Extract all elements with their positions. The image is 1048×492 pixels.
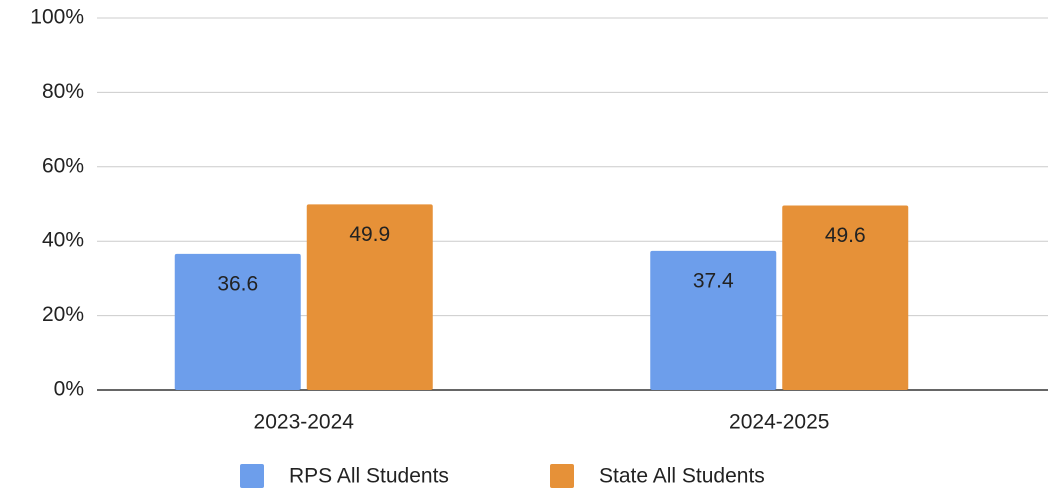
data-label: 49.6 xyxy=(825,224,866,247)
legend-label: RPS All Students xyxy=(289,465,449,488)
x-tick-label: 2023-2024 xyxy=(254,411,355,434)
data-label: 37.4 xyxy=(693,269,734,292)
bar xyxy=(782,205,909,390)
bar xyxy=(650,250,777,390)
legend-label: State All Students xyxy=(599,465,765,488)
x-tick-label: 2024-2025 xyxy=(729,411,829,434)
legend-swatch xyxy=(550,464,574,488)
data-label: 36.6 xyxy=(217,272,258,295)
y-tick-label: 60% xyxy=(42,154,84,177)
bar xyxy=(306,204,433,390)
y-tick-label: 100% xyxy=(30,6,84,29)
y-tick-label: 0% xyxy=(54,378,84,401)
bar xyxy=(174,253,301,390)
y-tick-label: 40% xyxy=(42,229,84,252)
y-tick-label: 80% xyxy=(42,80,84,103)
legend-swatch xyxy=(240,464,264,488)
data-label: 49.9 xyxy=(349,223,390,246)
y-tick-label: 20% xyxy=(42,303,84,326)
